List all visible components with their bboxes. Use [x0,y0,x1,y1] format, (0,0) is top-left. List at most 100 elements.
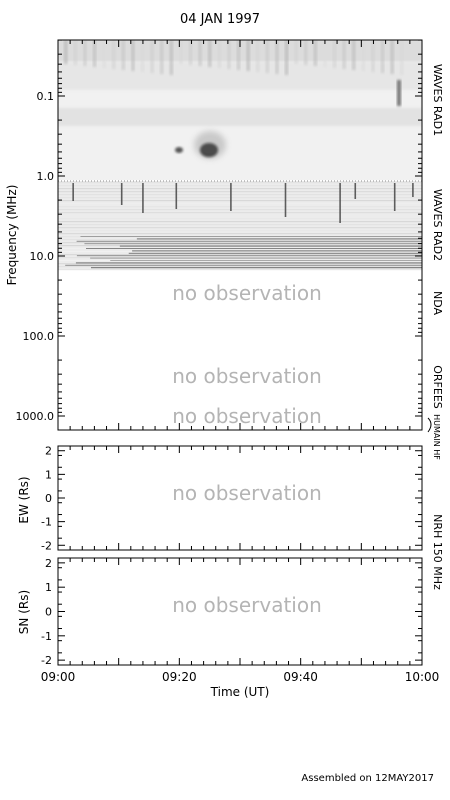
drift-streak [83,40,87,66]
noise-row [58,239,422,241]
ew-ylabel: EW (Rs) [17,476,31,523]
dark-noise-row [90,257,422,259]
dark-noise-row [76,255,422,257]
drift-streak [304,40,308,65]
burst-medium [175,147,183,153]
drift-streak [246,40,250,71]
noise-row [58,194,422,196]
burst-streak-late [397,80,401,106]
right-bracket [427,417,432,433]
y-tick-label: 1.0 [37,170,55,183]
dark-noise-row [136,238,422,240]
label-waves-rad1: WAVES RAD1 [431,64,444,136]
drift-streak [323,40,327,67]
vertical-streak [412,183,414,197]
drift-streak [131,40,135,71]
label-nrh-150: NRH 150 MHz [431,514,444,590]
drift-streak [112,40,116,69]
dark-noise-row [110,260,422,261]
x-tick-labels: 09:00 09:20 09:40 10:00 [41,670,440,684]
noise-row [58,215,422,217]
noise-row [58,185,422,187]
spectrum-y-ticks: 0.1 1.0 10.0 100.0 1000.0 [16,39,422,423]
x-tick-label: 09:00 [41,670,76,684]
label-nda: NDA [431,291,444,316]
dark-noise-row [128,252,422,254]
drift-streak [169,40,174,75]
drift-streak [102,40,106,68]
vertical-streak [72,183,74,201]
vertical-streak [120,183,123,205]
drift-streak [121,40,126,70]
spectrum-panel: no observation no observation no observa… [5,39,444,460]
dark-noise-row [65,264,422,266]
x-tick-label: 09:20 [162,670,197,684]
y-tick-label: -2 [41,539,52,552]
burst-strong-halo [194,131,226,159]
noise-row [58,206,422,208]
noise-row [58,221,422,223]
drift-streak [352,40,356,70]
x-tick-label: 09:40 [283,670,318,684]
noise-row [58,242,422,244]
drift-streak [198,40,202,66]
time-ticks [57,40,423,665]
drift-streak [217,40,222,68]
spectrum-ylabel: Frequency (MHz) [5,185,19,286]
y-tick-label: 1000.0 [16,410,55,423]
drift-streak [179,40,183,64]
noise-row [58,200,422,202]
noise-row [58,263,422,265]
noise-row [58,197,422,199]
noise-row [58,230,422,232]
drift-streak [284,40,289,75]
drift-streak [73,40,78,65]
drift-streak [92,40,97,67]
drift-streak [371,40,375,72]
dark-noise-row [84,243,422,245]
dark-noise-row [76,240,422,242]
drift-streak [294,40,298,64]
noise-row [58,182,422,184]
drift-streak [332,40,337,68]
noise-row [58,218,422,220]
vertical-streak [175,183,178,209]
label-waves-rad2: WAVES RAD2 [431,189,444,261]
x-axis-label: Time (UT) [210,685,270,699]
drift-streak [380,40,385,73]
sn-panel: no observation -2 -1 0 1 2 SN (Rs) [17,557,423,667]
dark-noise-row [119,245,422,247]
noise-row [58,251,422,253]
y-tick-label: -1 [41,630,52,643]
y-tick-label: 1 [45,468,52,481]
label-humain-hf: HUMAIN HF [432,414,441,460]
no-observation-orfees: no observation [172,364,322,388]
dark-noise-row [75,262,422,264]
y-tick-label: 100.0 [23,330,55,343]
vertical-streak [339,183,341,223]
sn-ylabel: SN (Rs) [17,590,31,634]
no-observation-ew: no observation [172,481,322,505]
noise-row [58,269,422,271]
y-tick-label: 0 [45,606,52,619]
noise-row [58,254,422,256]
noise-row [58,191,422,193]
drift-streak [160,40,164,74]
rad1-lower-band [58,108,422,126]
drift-streak [208,40,212,67]
dark-noise-row [86,248,422,249]
y-tick-label: -1 [41,516,52,529]
no-observation-nda: no observation [172,281,322,305]
noise-row [58,209,422,211]
rad2-noise [58,182,422,271]
noise-row [58,224,422,226]
ew-panel: no observation -2 -1 0 1 2 EW (Rs) NRH 150 M… [17,445,444,590]
drift-streak [140,40,145,72]
spectrum-image [58,40,422,271]
drift-streak [400,40,404,75]
drift-streak [265,40,270,73]
drift-streak [188,40,193,65]
no-observation-sn: no observation [172,593,322,617]
noise-row [58,233,422,235]
